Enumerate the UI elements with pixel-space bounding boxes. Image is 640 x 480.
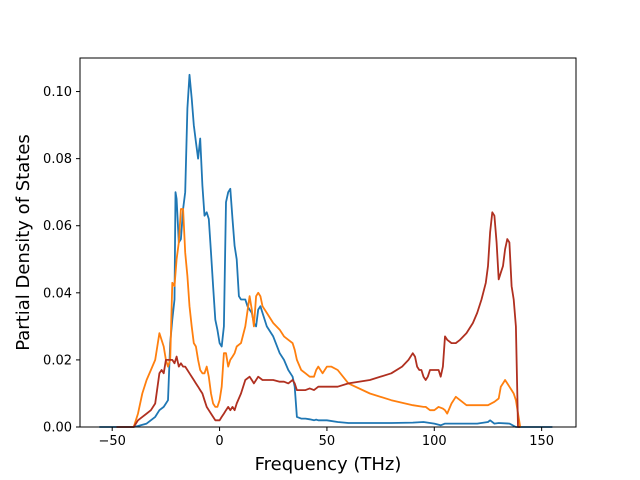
series-line-2	[132, 208, 522, 428]
y-tick-label: 0.02	[43, 353, 72, 368]
x-axis-label: Frequency (THz)	[255, 454, 402, 475]
y-axis-label: Partial Density of States	[13, 134, 34, 351]
y-tick-label: 0.08	[43, 152, 72, 167]
series-lines	[99, 73, 553, 428]
y-tick-label: 0.04	[43, 286, 72, 301]
series-line-3	[116, 211, 521, 428]
y-tick-label: 0.00	[43, 421, 72, 436]
plot-frame	[79, 57, 577, 428]
x-tick-label: 0	[215, 434, 223, 449]
y-tick-label: 0.06	[43, 219, 72, 234]
y-axis-ticks: 0.00 0.02 0.04 0.06 0.08 0.10	[43, 85, 80, 436]
x-tick-label: 50	[319, 434, 336, 449]
x-axis-ticks: −50 0 50 100 150	[98, 427, 554, 449]
y-tick-label: 0.10	[43, 85, 72, 100]
x-tick-label: 100	[422, 434, 447, 449]
series-line-1	[99, 73, 553, 428]
x-tick-label: −50	[98, 434, 125, 449]
x-tick-label: 150	[529, 434, 554, 449]
